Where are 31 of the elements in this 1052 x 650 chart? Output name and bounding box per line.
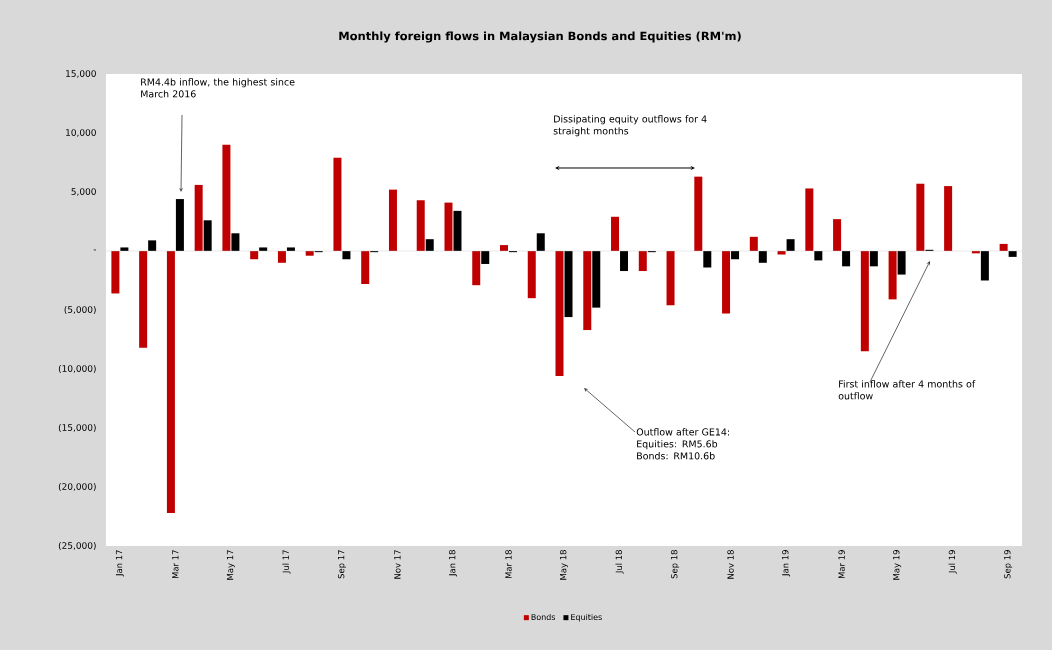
x-tick-label: Nov 18 (727, 550, 734, 579)
x-tick-label: Jan 18 (448, 550, 457, 577)
annotation: Dissipating equity outflows for 4 straight months (553, 115, 707, 137)
annotation: Outflow after GE14: Equities: RM5.6b Bonds: RM10.6b (636, 428, 729, 460)
annotation: First inflow after 4 months of outflow (838, 380, 976, 400)
x-tick-label: Mar 18 (505, 550, 512, 579)
x-tick-label: May 17 (226, 550, 235, 580)
x-tick-label: Mar 19 (838, 550, 845, 579)
x-tick-label: Nov 17 (394, 550, 401, 579)
y-tick-label: (15,000) (58, 423, 96, 432)
x-tick-label: Jul 17 (282, 550, 291, 574)
y-tick-label: (10,000) (58, 364, 96, 373)
y-tick-label: (20,000) (58, 482, 96, 491)
x-tick-label: May 18 (559, 550, 569, 580)
y-tick-label: (5,000) (64, 305, 96, 314)
x-tick-label: Jul 19 (948, 550, 957, 574)
x-tick-label: Sep 17 (337, 550, 346, 579)
y-tick-label: (25,000) (58, 541, 96, 550)
y-tick-label: - (93, 249, 97, 251)
y-tick-label: 15,000 (66, 70, 96, 78)
annotation: RM4.4b inflow, the highest since March 2016 (141, 78, 295, 98)
x-tick-label: Sep 19 (1004, 550, 1013, 579)
x-tick-label: May 19 (893, 550, 902, 580)
y-tick-label: 5,000 (71, 188, 96, 196)
chart-title: Monthly foreign flows in Malaysian Bonds and Equities (RM'm) (339, 31, 741, 43)
x-tick-label: Jan 19 (782, 550, 791, 577)
x-tick-label: Mar 17 (172, 550, 179, 579)
y-tick-label: 10,000 (66, 129, 96, 137)
x-tick-label: Jan 17 (115, 550, 124, 577)
x-tick-label: Jul 18 (615, 550, 624, 574)
x-tick-label: Sep 18 (671, 550, 680, 579)
